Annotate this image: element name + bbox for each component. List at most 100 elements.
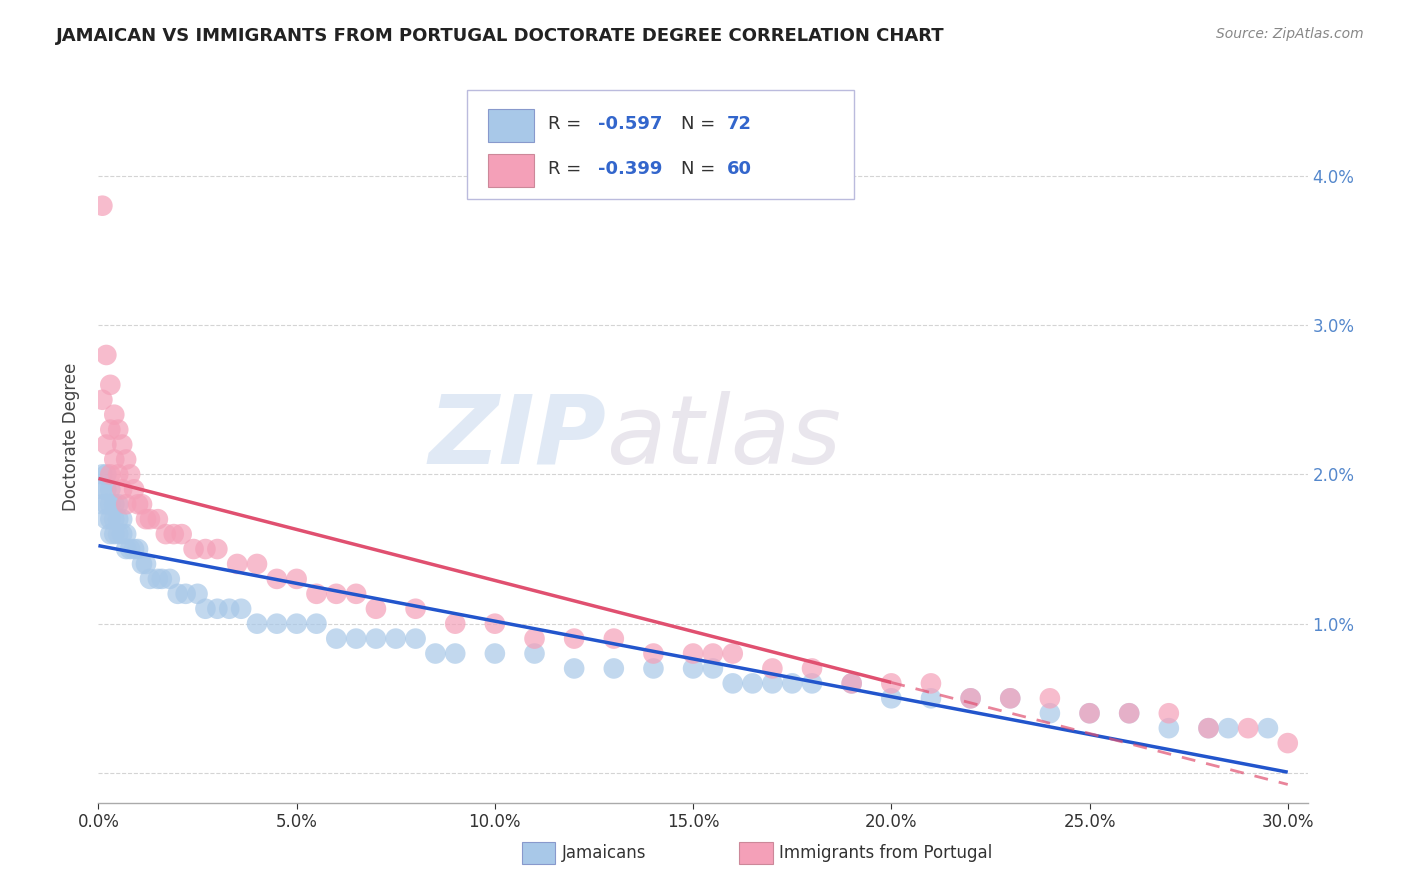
Point: [761, 661, 783, 675]
Text: ZIP: ZIP: [429, 391, 606, 483]
Point: [523, 632, 546, 646]
Point: [1198, 721, 1220, 735]
Point: [120, 542, 142, 557]
Text: R =: R =: [548, 115, 588, 133]
Point: [841, 676, 863, 690]
Point: [91, 392, 114, 407]
Point: [425, 647, 447, 661]
Point: [96, 512, 118, 526]
Point: [1277, 736, 1299, 750]
Point: [405, 632, 427, 646]
Point: [96, 497, 118, 511]
Point: [155, 527, 177, 541]
Point: [1118, 706, 1140, 721]
Point: [721, 647, 744, 661]
Point: [1039, 691, 1062, 706]
Text: R =: R =: [548, 160, 588, 178]
Point: [98, 377, 121, 392]
Text: 60: 60: [727, 160, 752, 178]
Point: [305, 587, 328, 601]
Point: [246, 557, 269, 571]
Point: [1000, 691, 1022, 706]
Point: [107, 527, 129, 541]
Point: [721, 676, 744, 690]
Point: [1218, 721, 1240, 735]
Point: [702, 647, 724, 661]
Point: [103, 527, 125, 541]
Point: [131, 557, 153, 571]
Point: [643, 661, 665, 675]
Point: [163, 527, 186, 541]
Point: [91, 483, 114, 497]
Point: [115, 542, 138, 557]
Point: [107, 423, 129, 437]
Point: [405, 601, 427, 615]
Point: [98, 467, 121, 482]
Text: 72: 72: [727, 115, 752, 133]
Point: [194, 542, 217, 557]
Point: [131, 497, 153, 511]
Point: [183, 542, 205, 557]
Point: [98, 423, 121, 437]
Point: [1078, 706, 1101, 721]
Point: [159, 572, 181, 586]
Point: [880, 691, 903, 706]
Text: Jamaicans: Jamaicans: [561, 844, 645, 862]
Point: [959, 691, 981, 706]
Point: [146, 572, 169, 586]
Point: [920, 691, 942, 706]
Point: [444, 647, 467, 661]
Point: [111, 483, 134, 497]
Point: [96, 348, 118, 362]
Point: [107, 497, 129, 511]
Point: [146, 512, 169, 526]
Point: [115, 497, 138, 511]
Point: [122, 542, 145, 557]
Point: [266, 572, 288, 586]
Point: [444, 616, 467, 631]
Point: [1118, 706, 1140, 721]
Point: [135, 557, 157, 571]
Point: [96, 467, 118, 482]
Point: [107, 512, 129, 526]
Point: [226, 557, 249, 571]
Point: [91, 467, 114, 482]
Point: [98, 512, 121, 526]
Point: [801, 661, 824, 675]
Point: [115, 452, 138, 467]
Point: [207, 542, 229, 557]
Point: [266, 616, 288, 631]
Point: [103, 408, 125, 422]
Bar: [488, 154, 534, 187]
Point: [231, 601, 253, 615]
Point: [1039, 706, 1062, 721]
Point: [1157, 721, 1180, 735]
Point: [103, 497, 125, 511]
Point: [91, 199, 114, 213]
Point: [127, 497, 149, 511]
Point: [98, 483, 121, 497]
Point: [111, 437, 134, 451]
Point: [115, 527, 138, 541]
Point: [166, 587, 188, 601]
Point: [150, 572, 173, 586]
Point: [344, 632, 367, 646]
Bar: [740, 841, 773, 863]
Point: [98, 497, 121, 511]
Point: [484, 616, 506, 631]
Point: [384, 632, 406, 646]
Point: [218, 601, 240, 615]
Point: [120, 467, 142, 482]
Point: [920, 676, 942, 690]
Point: [1198, 721, 1220, 735]
Point: [364, 632, 387, 646]
Point: [325, 587, 347, 601]
Point: [702, 661, 724, 675]
Point: [1157, 706, 1180, 721]
Point: [207, 601, 229, 615]
Point: [603, 661, 626, 675]
Text: Immigrants from Portugal: Immigrants from Portugal: [779, 844, 993, 862]
Point: [174, 587, 197, 601]
FancyBboxPatch shape: [467, 90, 855, 200]
Point: [780, 676, 803, 690]
